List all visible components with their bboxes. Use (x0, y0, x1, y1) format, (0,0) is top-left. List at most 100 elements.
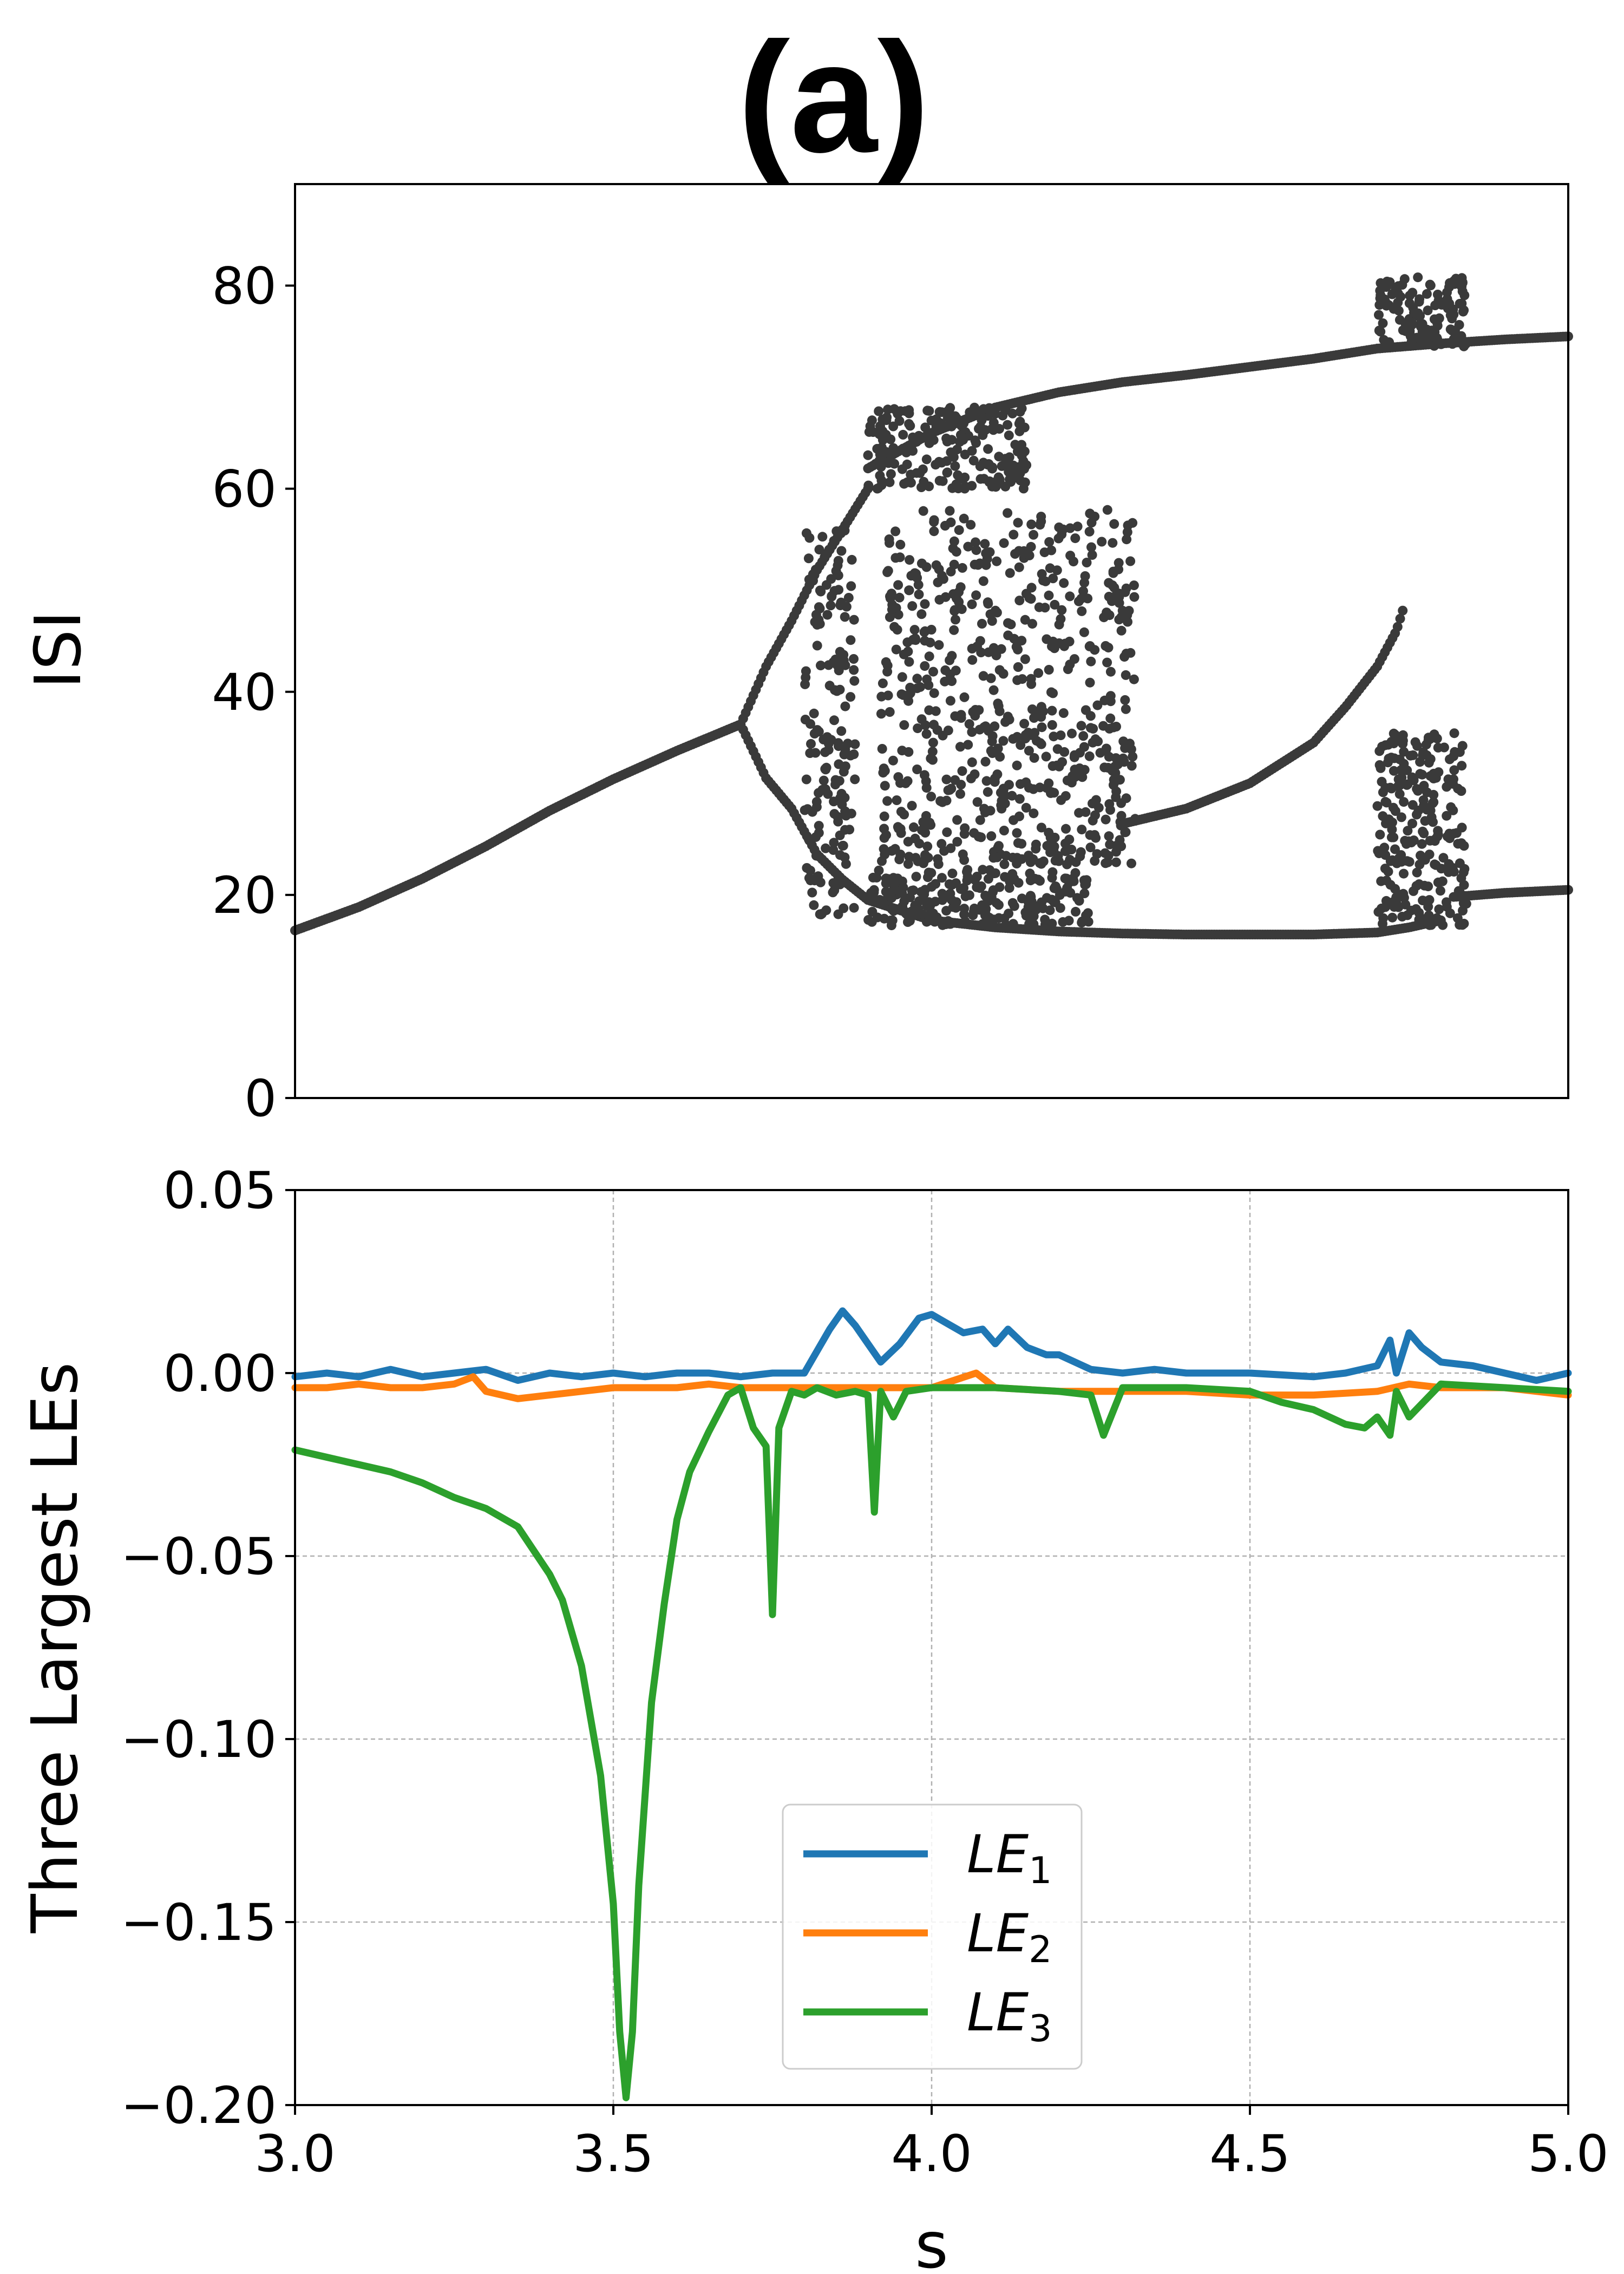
isi-point (955, 789, 965, 799)
isi-point (930, 897, 940, 907)
isi-point (1449, 774, 1458, 785)
isi-point (903, 859, 913, 869)
isi-point (1413, 272, 1423, 283)
isi-point (1085, 842, 1096, 853)
x-tick-label: 5.0 (1528, 2125, 1609, 2184)
isi-point (839, 655, 849, 665)
isi-point (970, 705, 980, 715)
isi-point (1077, 918, 1087, 927)
isi-point (1080, 878, 1090, 888)
isi-point (1031, 905, 1042, 914)
isi-point (937, 888, 947, 899)
isi-point (1103, 851, 1114, 861)
isi-point (957, 766, 967, 776)
isi-point (887, 915, 898, 925)
isi-point (1014, 562, 1024, 572)
isi-point (1007, 852, 1018, 862)
y-tick-label: 0.00 (163, 1344, 277, 1403)
isi-point (959, 692, 970, 702)
isi-point (821, 843, 831, 853)
isi-point (1405, 290, 1415, 300)
isi-point (910, 900, 920, 911)
isi-point (1014, 426, 1025, 436)
isi-point (934, 640, 944, 650)
isi-point (849, 665, 859, 675)
isi-point (916, 558, 927, 568)
isi-point (934, 475, 945, 486)
isi-point (918, 909, 927, 919)
isi-point (978, 865, 988, 875)
isi-point (1449, 728, 1459, 739)
isi-point (820, 552, 830, 562)
isi-point (888, 755, 898, 766)
isi-point (992, 852, 1002, 862)
isi-point (846, 808, 856, 819)
isi-point (886, 589, 896, 599)
isi-point (1076, 721, 1086, 731)
isi-point (1403, 826, 1413, 836)
isi-point (947, 880, 957, 890)
isi-point (1088, 815, 1098, 826)
isi-point (975, 421, 986, 432)
isi-point (942, 456, 952, 466)
isi-point (991, 898, 1001, 908)
isi-point (1378, 919, 1387, 929)
isi-point (1126, 744, 1136, 754)
isi-point (833, 816, 843, 827)
isi-point (1013, 662, 1023, 672)
isi-point (1432, 335, 1443, 345)
isi-point (1049, 841, 1059, 852)
isi-point (1104, 831, 1114, 841)
isi-point (1054, 619, 1064, 630)
isi-point (1026, 519, 1037, 530)
isi-point (1030, 874, 1040, 884)
isi-point (1012, 828, 1022, 838)
isi-point (1457, 298, 1467, 309)
isi-point (911, 568, 921, 579)
isi-point (998, 669, 1009, 679)
isi-point (954, 525, 964, 535)
isi-point (977, 619, 987, 629)
isi-point (1453, 783, 1463, 794)
isi-point (962, 414, 972, 424)
isi-point (846, 750, 856, 761)
isi-point (1422, 896, 1432, 906)
isi-point (829, 586, 840, 596)
isi-point (1071, 906, 1081, 917)
isi-point (946, 517, 956, 527)
isi-point (972, 797, 983, 807)
isi-point (883, 458, 894, 468)
isi-point (951, 665, 961, 676)
isi-point (990, 721, 1000, 731)
isi-point (1381, 798, 1392, 808)
isi-point (895, 552, 905, 563)
isi-point (1000, 481, 1011, 492)
branch-middle-branch (1117, 605, 1408, 829)
isi-point (999, 826, 1009, 835)
isi-point (950, 461, 960, 471)
isi-point (906, 478, 916, 488)
isi-point (1441, 897, 1451, 907)
isi-point (821, 762, 831, 773)
isi-point (1012, 760, 1022, 770)
isi-point (957, 563, 967, 573)
isi-point (990, 409, 1000, 419)
isi-point (1420, 335, 1430, 345)
isi-point (850, 739, 860, 749)
isi-point (1389, 832, 1399, 842)
isi-point (1050, 599, 1060, 610)
isi-point (1422, 787, 1432, 798)
isi-point (1098, 721, 1109, 731)
isi-point (996, 788, 1006, 798)
isi-point (1389, 766, 1399, 776)
isi-point (1026, 679, 1037, 689)
isi-point (1034, 602, 1044, 612)
isi-point (1388, 802, 1398, 813)
isi-point (940, 592, 951, 602)
isi-point (814, 828, 824, 838)
isi-point (942, 827, 952, 838)
isi-point (1038, 856, 1049, 866)
isi-point (1052, 565, 1062, 576)
isi-point (1392, 622, 1403, 632)
isi-point (1438, 920, 1448, 930)
